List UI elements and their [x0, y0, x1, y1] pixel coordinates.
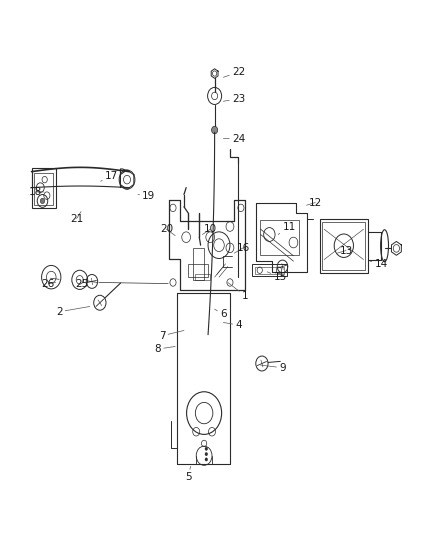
- Text: 4: 4: [223, 320, 242, 330]
- Text: 25: 25: [76, 279, 89, 288]
- Text: 26: 26: [42, 279, 56, 288]
- Text: 8: 8: [154, 344, 175, 354]
- Circle shape: [212, 126, 218, 134]
- Bar: [322, 222, 365, 270]
- Text: 22: 22: [223, 67, 245, 77]
- Circle shape: [205, 458, 208, 461]
- Text: 16: 16: [234, 243, 250, 253]
- Text: 19: 19: [138, 191, 155, 201]
- Bar: [320, 219, 368, 273]
- Bar: [260, 220, 299, 255]
- Bar: [34, 173, 53, 205]
- Bar: [193, 248, 204, 280]
- Circle shape: [205, 447, 208, 450]
- Text: 5: 5: [185, 466, 192, 482]
- Text: 7: 7: [159, 330, 184, 341]
- Bar: [252, 264, 287, 276]
- Text: 13: 13: [337, 246, 353, 255]
- Text: 18: 18: [29, 187, 44, 197]
- Text: 15: 15: [267, 272, 287, 282]
- Circle shape: [205, 453, 208, 456]
- Text: 1: 1: [228, 282, 249, 301]
- Text: 9: 9: [261, 363, 286, 373]
- Text: 2: 2: [56, 306, 90, 317]
- Text: 17: 17: [101, 171, 118, 181]
- Text: 12: 12: [307, 198, 322, 207]
- Bar: [255, 266, 284, 274]
- Text: 20: 20: [160, 224, 175, 236]
- Text: 10: 10: [202, 224, 217, 235]
- Circle shape: [40, 198, 45, 204]
- Text: 14: 14: [370, 259, 388, 269]
- Text: 24: 24: [223, 134, 245, 143]
- Text: 23: 23: [223, 94, 245, 103]
- Bar: [195, 274, 210, 280]
- Bar: [32, 168, 56, 208]
- Text: 11: 11: [278, 222, 296, 235]
- Bar: [188, 264, 208, 277]
- Text: 6: 6: [215, 309, 227, 319]
- Text: 21: 21: [70, 212, 83, 223]
